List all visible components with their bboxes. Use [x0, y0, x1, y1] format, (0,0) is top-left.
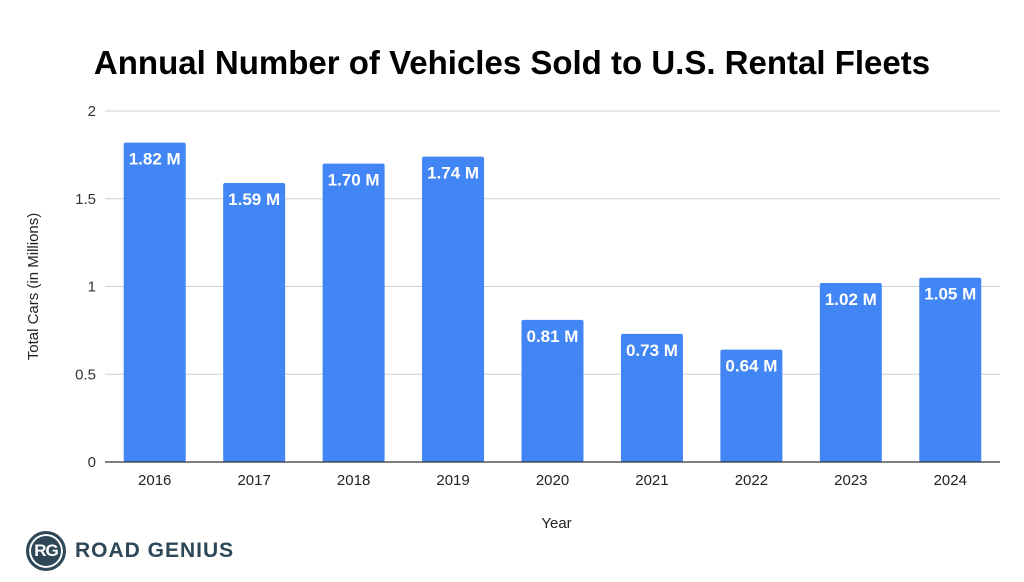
data-label-2024: 1.05 M [924, 285, 976, 304]
bar-2018 [322, 163, 385, 462]
road-genius-logo: RG ROAD GENIUS [26, 530, 234, 572]
bar-2019 [422, 156, 485, 462]
data-label-2018: 1.70 M [328, 171, 380, 190]
data-label-2019: 1.74 M [427, 164, 479, 183]
bar-2020 [521, 319, 584, 462]
data-label-2017: 1.59 M [228, 190, 280, 209]
chart-title: Annual Number of Vehicles Sold to U.S. R… [93, 44, 931, 81]
logo-text: ROAD GENIUS [75, 539, 235, 562]
x-tick-label-2022: 2022 [735, 472, 768, 489]
bar-2016 [123, 142, 186, 462]
x-tick-label-2017: 2017 [237, 472, 270, 489]
logo-initials: RG [34, 541, 58, 560]
y-axis-label: Total Cars (in Millions) [25, 213, 42, 361]
x-tick-label-2019: 2019 [436, 472, 469, 489]
x-tick-label-2016: 2016 [138, 472, 171, 489]
x-axis-label: Year [541, 515, 571, 532]
x-tick-label-2021: 2021 [635, 472, 668, 489]
data-label-2022: 0.64 M [725, 357, 777, 376]
y-tick-label: 0 [88, 454, 96, 471]
logo-badge-icon: RG [26, 531, 66, 571]
bar-2017 [223, 182, 286, 462]
x-tick-label-2023: 2023 [834, 472, 867, 489]
bar-2023 [819, 282, 882, 462]
y-tick-label: 2 [88, 103, 96, 120]
y-tick-label: 0.5 [75, 366, 96, 383]
data-label-2021: 0.73 M [626, 341, 678, 360]
y-tick-label: 1.5 [75, 191, 96, 208]
x-tick-label-2020: 2020 [536, 472, 569, 489]
data-label-2016: 1.82 M [129, 150, 181, 169]
data-labels: 1.82 M 1.59 M 1.70 M 1.74 M 0.81 M 0.73 M 0.64… [129, 150, 977, 376]
x-tick-label-2024: 2024 [934, 472, 967, 489]
data-label-2023: 1.02 M [825, 290, 877, 309]
x-tick-label-2018: 2018 [337, 472, 370, 489]
y-tick-label: 1 [88, 279, 96, 296]
bar-2024 [919, 277, 982, 462]
bar-2021 [620, 333, 683, 462]
bar-2022 [720, 349, 783, 462]
x-axis-ticks: 2016 2017 2018 2019 2020 2021 2022 2023 2024 [138, 472, 967, 489]
y-axis-ticks: 0 0.5 1 1.5 2 [75, 103, 96, 471]
data-label-2020: 0.81 M [527, 327, 579, 346]
bars [123, 142, 982, 462]
